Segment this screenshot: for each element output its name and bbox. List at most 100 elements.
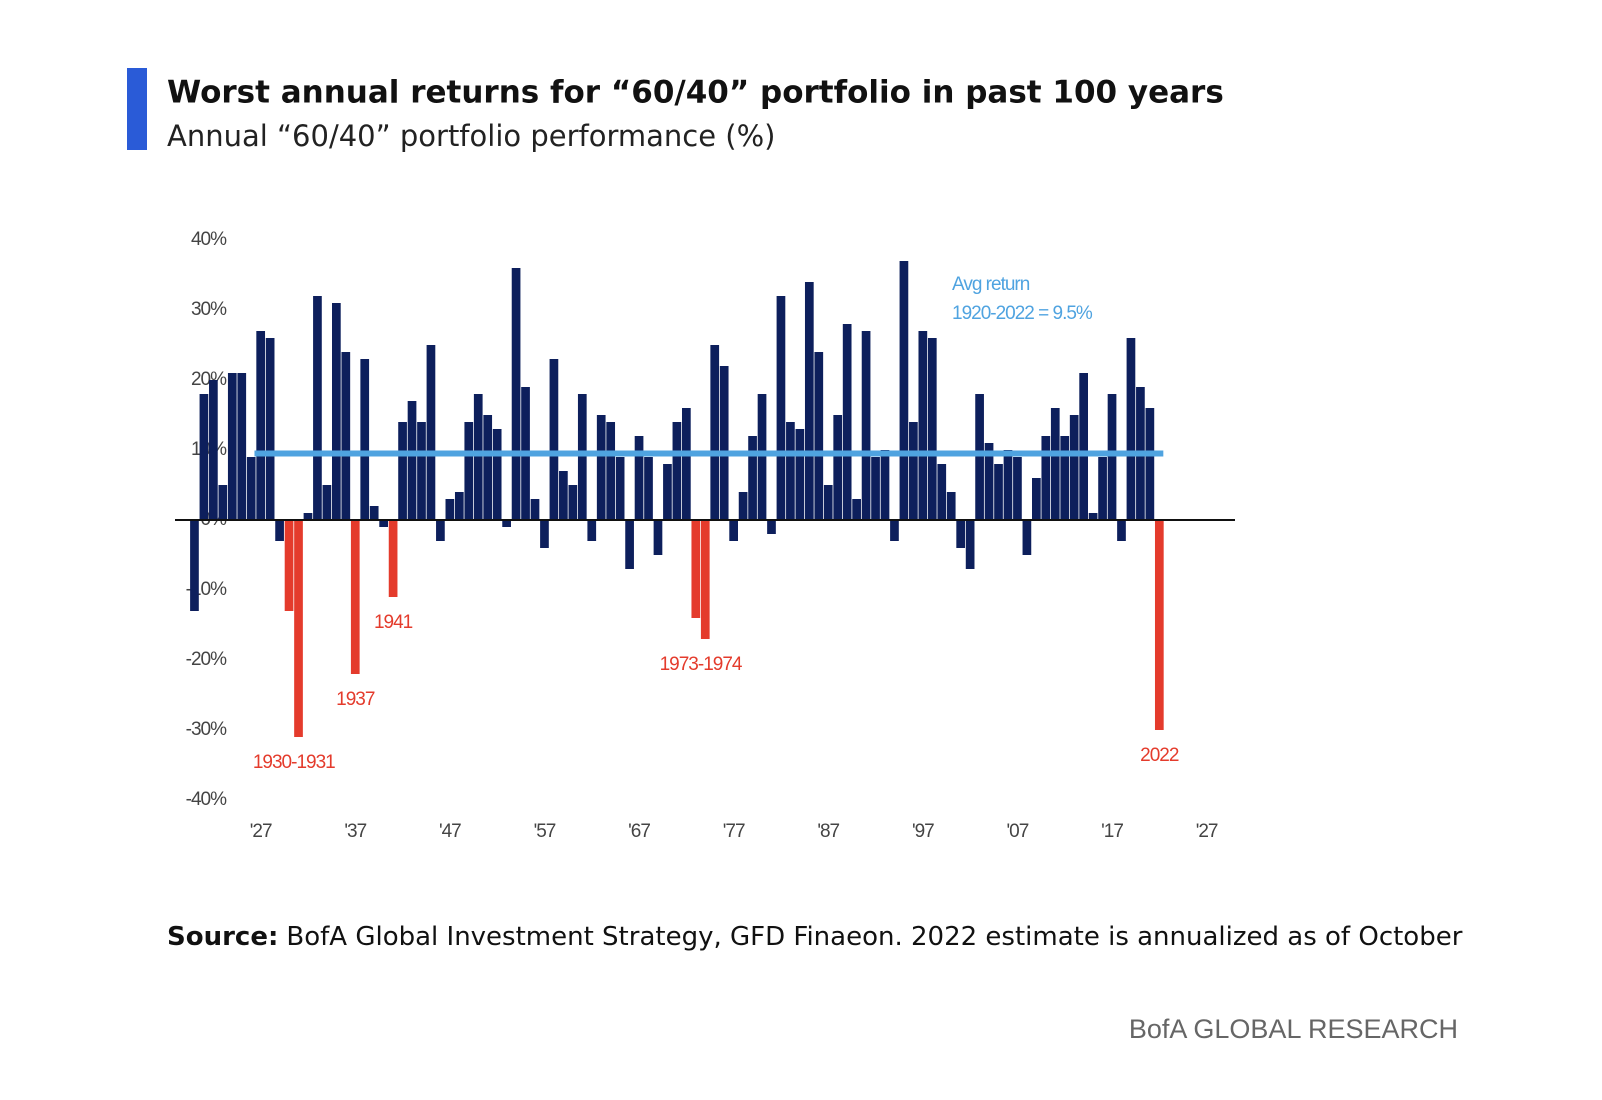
bar — [1069, 415, 1079, 520]
bar — [1088, 513, 1098, 520]
bar — [937, 464, 947, 520]
y-tick-label: 20% — [191, 369, 227, 390]
bar — [663, 464, 672, 520]
x-tick-label: '37 — [344, 821, 366, 842]
bar — [445, 499, 455, 520]
chart-title: Worst annual returns for “60/40” portfol… — [167, 75, 1224, 111]
bar — [190, 520, 199, 611]
bar — [1079, 373, 1088, 520]
bar — [540, 520, 549, 548]
bar — [1003, 450, 1013, 520]
bar — [738, 492, 748, 520]
bar — [1060, 436, 1070, 520]
bar — [975, 394, 984, 520]
bar — [804, 282, 814, 520]
y-tick-label: -20% — [186, 649, 227, 670]
bar — [237, 373, 247, 520]
bar — [284, 520, 294, 611]
bar — [615, 457, 625, 520]
bar — [256, 331, 266, 520]
bar — [464, 422, 474, 520]
bar — [890, 520, 899, 541]
bar — [322, 485, 332, 520]
annotation: 1937 — [336, 689, 375, 710]
bar — [265, 338, 275, 520]
bar — [350, 520, 360, 674]
bar — [332, 303, 341, 520]
chart-subtitle: Annual “60/40” portfolio performance (%) — [167, 119, 775, 153]
x-tick-label: '57 — [534, 821, 556, 842]
x-tick-label: '17 — [1101, 821, 1123, 842]
bar — [946, 492, 956, 520]
footer: BofA GLOBAL RESEARCH — [1129, 1014, 1458, 1044]
bar — [748, 436, 757, 520]
bar — [606, 422, 616, 520]
bar — [823, 485, 833, 520]
bar — [1050, 408, 1060, 520]
bar — [559, 471, 568, 520]
bar — [1013, 457, 1022, 520]
bar — [426, 345, 436, 520]
x-tick-label: '87 — [817, 821, 839, 842]
bar — [473, 394, 483, 520]
bar — [927, 338, 937, 520]
annotation: 1941 — [374, 612, 413, 633]
bar — [313, 296, 322, 520]
bar — [795, 429, 805, 520]
bar — [880, 450, 890, 520]
bar — [379, 520, 388, 527]
x-tick-label: '27 — [1196, 821, 1218, 842]
bar — [625, 520, 634, 569]
bar — [871, 457, 880, 520]
bar — [218, 485, 228, 520]
y-tick-label: 30% — [191, 299, 227, 320]
annotation: 2022 — [1140, 745, 1179, 766]
bar — [861, 331, 871, 520]
bar — [502, 520, 511, 527]
bar — [691, 520, 701, 618]
bar — [842, 324, 852, 520]
bar — [454, 492, 464, 520]
bar — [436, 520, 445, 541]
bar — [596, 415, 606, 520]
bar — [719, 366, 729, 520]
bar — [568, 485, 578, 520]
x-tick-label: '47 — [439, 821, 461, 842]
avg-label: Avg return — [952, 274, 1030, 295]
bar — [199, 394, 209, 520]
avg-label: 1920-2022 = 9.5% — [952, 303, 1093, 324]
bar — [398, 422, 407, 520]
bar — [209, 380, 218, 520]
source: Source: BofA Global Investment Strategy, … — [167, 922, 1463, 952]
bar — [918, 331, 928, 520]
bar — [1041, 436, 1051, 520]
source-text: BofA Global Investment Strategy, GFD Fin… — [286, 922, 1462, 952]
bar — [549, 359, 559, 520]
bar — [1154, 520, 1164, 730]
y-tick-label: -40% — [186, 789, 227, 810]
bar — [360, 359, 370, 520]
annotation: 1973-1974 — [660, 654, 743, 675]
bar — [786, 422, 795, 520]
title-accent — [127, 68, 147, 150]
y-tick-label: 40% — [191, 229, 227, 250]
bar — [984, 443, 994, 520]
bar — [634, 436, 644, 520]
bar — [1126, 338, 1136, 520]
bar — [275, 520, 284, 541]
bar — [965, 520, 975, 569]
bar — [1098, 457, 1107, 520]
bar — [1145, 408, 1155, 520]
bar — [227, 373, 237, 520]
bar — [511, 268, 521, 520]
bar — [994, 464, 1003, 520]
bar — [417, 422, 426, 520]
x-tick-label: '67 — [628, 821, 650, 842]
annotation: 1930-1931 — [253, 752, 335, 773]
bar — [833, 415, 843, 520]
bar — [388, 520, 398, 597]
bar — [682, 408, 691, 520]
y-tick-label: -30% — [186, 719, 227, 740]
bar — [710, 345, 720, 520]
bar — [369, 506, 379, 520]
